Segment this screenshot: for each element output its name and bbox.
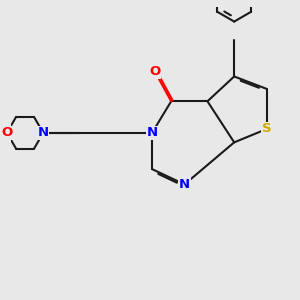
Text: N: N: [146, 126, 158, 139]
Text: O: O: [1, 126, 13, 139]
Text: S: S: [262, 122, 272, 136]
Text: N: N: [179, 178, 190, 191]
Text: O: O: [149, 65, 161, 78]
Text: N: N: [38, 126, 49, 139]
